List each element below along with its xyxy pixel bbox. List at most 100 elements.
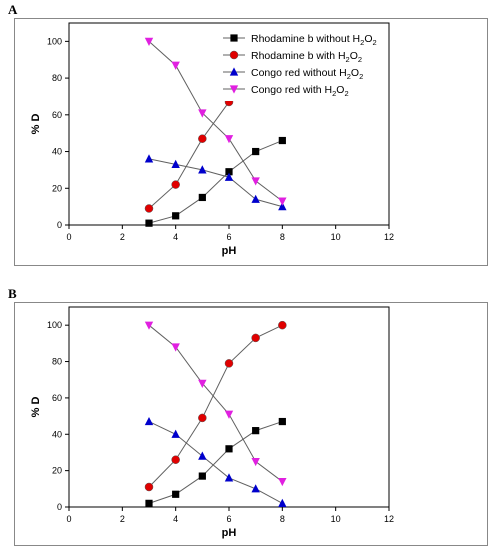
chart-a-legend-label: Rhodamine b with H2O2: [251, 50, 362, 64]
chart-b-y-tick-label: 60: [52, 393, 62, 403]
chart-a-data-point: [144, 204, 154, 213]
chart-b-data-point: [225, 445, 233, 453]
chart-a-legend-box: [219, 27, 385, 101]
chart-a-data-point: [198, 165, 207, 174]
chart-b-x-tick-label: 6: [226, 514, 231, 524]
chart-a-data-point: [144, 37, 154, 46]
chart-a-data-point: [251, 177, 260, 186]
chart-a-series-3: [144, 37, 287, 206]
chart-b-y-tick-label: 0: [57, 502, 62, 512]
chart-b-data-point: [278, 417, 286, 426]
chart-b-data-point: [198, 472, 206, 480]
chart-b-y-tick-label: 80: [52, 357, 62, 367]
chart-b-data-point: [224, 359, 234, 368]
chart-a-series-line: [148, 158, 283, 208]
chart-a-data-point: [278, 197, 287, 206]
chart-a-data-point: [251, 194, 260, 203]
chart-b-data-point: [251, 333, 260, 343]
panel-a-label: A: [8, 2, 18, 17]
chart-b-data-point: [171, 343, 180, 352]
chart-b-data-point: [172, 490, 180, 498]
chart-a-data-point: [171, 180, 180, 189]
chart-a-data-point: [252, 147, 260, 156]
chart-b-data-point: [252, 427, 260, 435]
chart-a-y-tick-label: 80: [52, 73, 62, 83]
chart-b-data-point: [144, 321, 154, 330]
chart-b-data-point: [278, 498, 287, 507]
chart-b-series-line: [148, 324, 283, 482]
chart-a-legend-item: Congo red without H2O2: [223, 67, 363, 81]
chart-b-x-tick-label: 8: [280, 514, 285, 524]
chart-a-series-line: [148, 140, 283, 224]
chart-a-series-0: [145, 136, 286, 227]
chart-b-svg: 0 2 4 6 8 10 12 0 20 40 60 80 100 pH % D: [30, 306, 394, 539]
chart-a-data-point: [224, 172, 234, 181]
chart-a-data-point: [278, 136, 286, 145]
chart-a-series-line: [148, 40, 283, 202]
chart-b-data-point: [144, 416, 154, 426]
chart-b-y-tick-label: 20: [52, 466, 62, 476]
chart-b-series-line: [148, 421, 283, 504]
chart-b-x-tick-label: 10: [331, 514, 341, 524]
chart-a-x-tick-label: 12: [384, 232, 394, 242]
chart-a-legend-marker: [230, 34, 238, 42]
chart-b-data-point: [224, 410, 234, 419]
chart-a-legend-item: Rhodamine b with H2O2: [223, 50, 362, 64]
chart-b-x-tick-label: 2: [120, 514, 125, 524]
chart-b-series-line: [148, 324, 283, 488]
chart-a-x-tick-label: 6: [226, 232, 231, 242]
chart-a-x-tick-label: 10: [331, 232, 341, 242]
chart-b-series-1: [144, 320, 287, 492]
chart-a-data-point: [145, 219, 153, 227]
chart-a-x-tick-label: 0: [66, 232, 71, 242]
chart-a-legend-label: Congo red with H2O2: [251, 84, 349, 98]
chart-a-x-tick-label: 2: [120, 232, 125, 242]
chart-b-x-tick-label: 4: [173, 514, 178, 524]
chart-a-data-point: [171, 61, 180, 70]
chart-a-y-tick-label: 20: [52, 183, 62, 193]
chart-a-svg: 0 2 4 6 8 10 12 0 20 40 60 80 100 pH % D Rhodamine b wi…: [30, 22, 394, 257]
chart-b-x-tick-label: 12: [384, 514, 394, 524]
chart-b-data-point: [171, 455, 180, 464]
chart-a-legend-label: Congo red without H2O2: [251, 67, 363, 81]
chart-a-x-tick-label: 8: [280, 232, 285, 242]
panel-b-label: B: [8, 286, 17, 301]
chart-b-y-axis-label: % D: [30, 397, 42, 418]
chart-a-legend-item: Congo red with H2O2: [223, 84, 349, 98]
chart-a-legend-marker: [229, 85, 239, 94]
chart-b-data-point: [171, 429, 180, 438]
chart-b-data-point: [198, 451, 207, 460]
chart-panel-a: 0 2 4 6 8 10 12 0 20 40 60 80 100 pH % D Rhodamine b wi…: [14, 18, 488, 266]
chart-b-data-point: [251, 484, 260, 493]
chart-b-data-point: [144, 482, 154, 492]
chart-b-data-point: [278, 320, 287, 330]
chart-a-data-point: [171, 159, 180, 168]
chart-a-y-tick-label: 0: [57, 220, 62, 230]
chart-a-data-point: [198, 193, 206, 202]
chart-b-data-point: [278, 477, 287, 487]
chart-a-data-point: [172, 212, 180, 220]
chart-a-y-tick-label: 60: [52, 110, 62, 120]
chart-a-data-point: [224, 135, 234, 144]
chart-b-series-line: [148, 421, 283, 504]
chart-a-legend-item: Rhodamine b without H2O2: [223, 33, 377, 47]
chart-a-y-tick-label: 100: [47, 36, 62, 46]
chart-b-y-tick-label: 100: [47, 320, 62, 330]
chart-a-x-tick-label: 4: [173, 232, 178, 242]
chart-b-series-3: [144, 321, 287, 487]
chart-a-y-axis-label: % D: [30, 114, 42, 135]
chart-a-legend-label: Rhodamine b without H2O2: [251, 33, 377, 47]
chart-a-legend: Rhodamine b without H2O2 Rhodamine b with…: [219, 27, 385, 101]
chart-a-series-2: [144, 154, 287, 211]
chart-b-series-2: [144, 416, 287, 507]
chart-b-data-point: [198, 379, 207, 388]
chart-a-data-point: [198, 134, 207, 143]
chart-a-data-point: [144, 154, 154, 163]
chart-b-x-axis-label: pH: [222, 527, 237, 539]
chart-b-data-point: [224, 473, 234, 482]
chart-b-data-point: [251, 457, 260, 467]
chart-a-legend-marker: [229, 50, 239, 60]
chart-b-y-tick-label: 40: [52, 429, 62, 439]
chart-a-data-point: [278, 202, 287, 211]
chart-a-data-point: [225, 168, 233, 176]
